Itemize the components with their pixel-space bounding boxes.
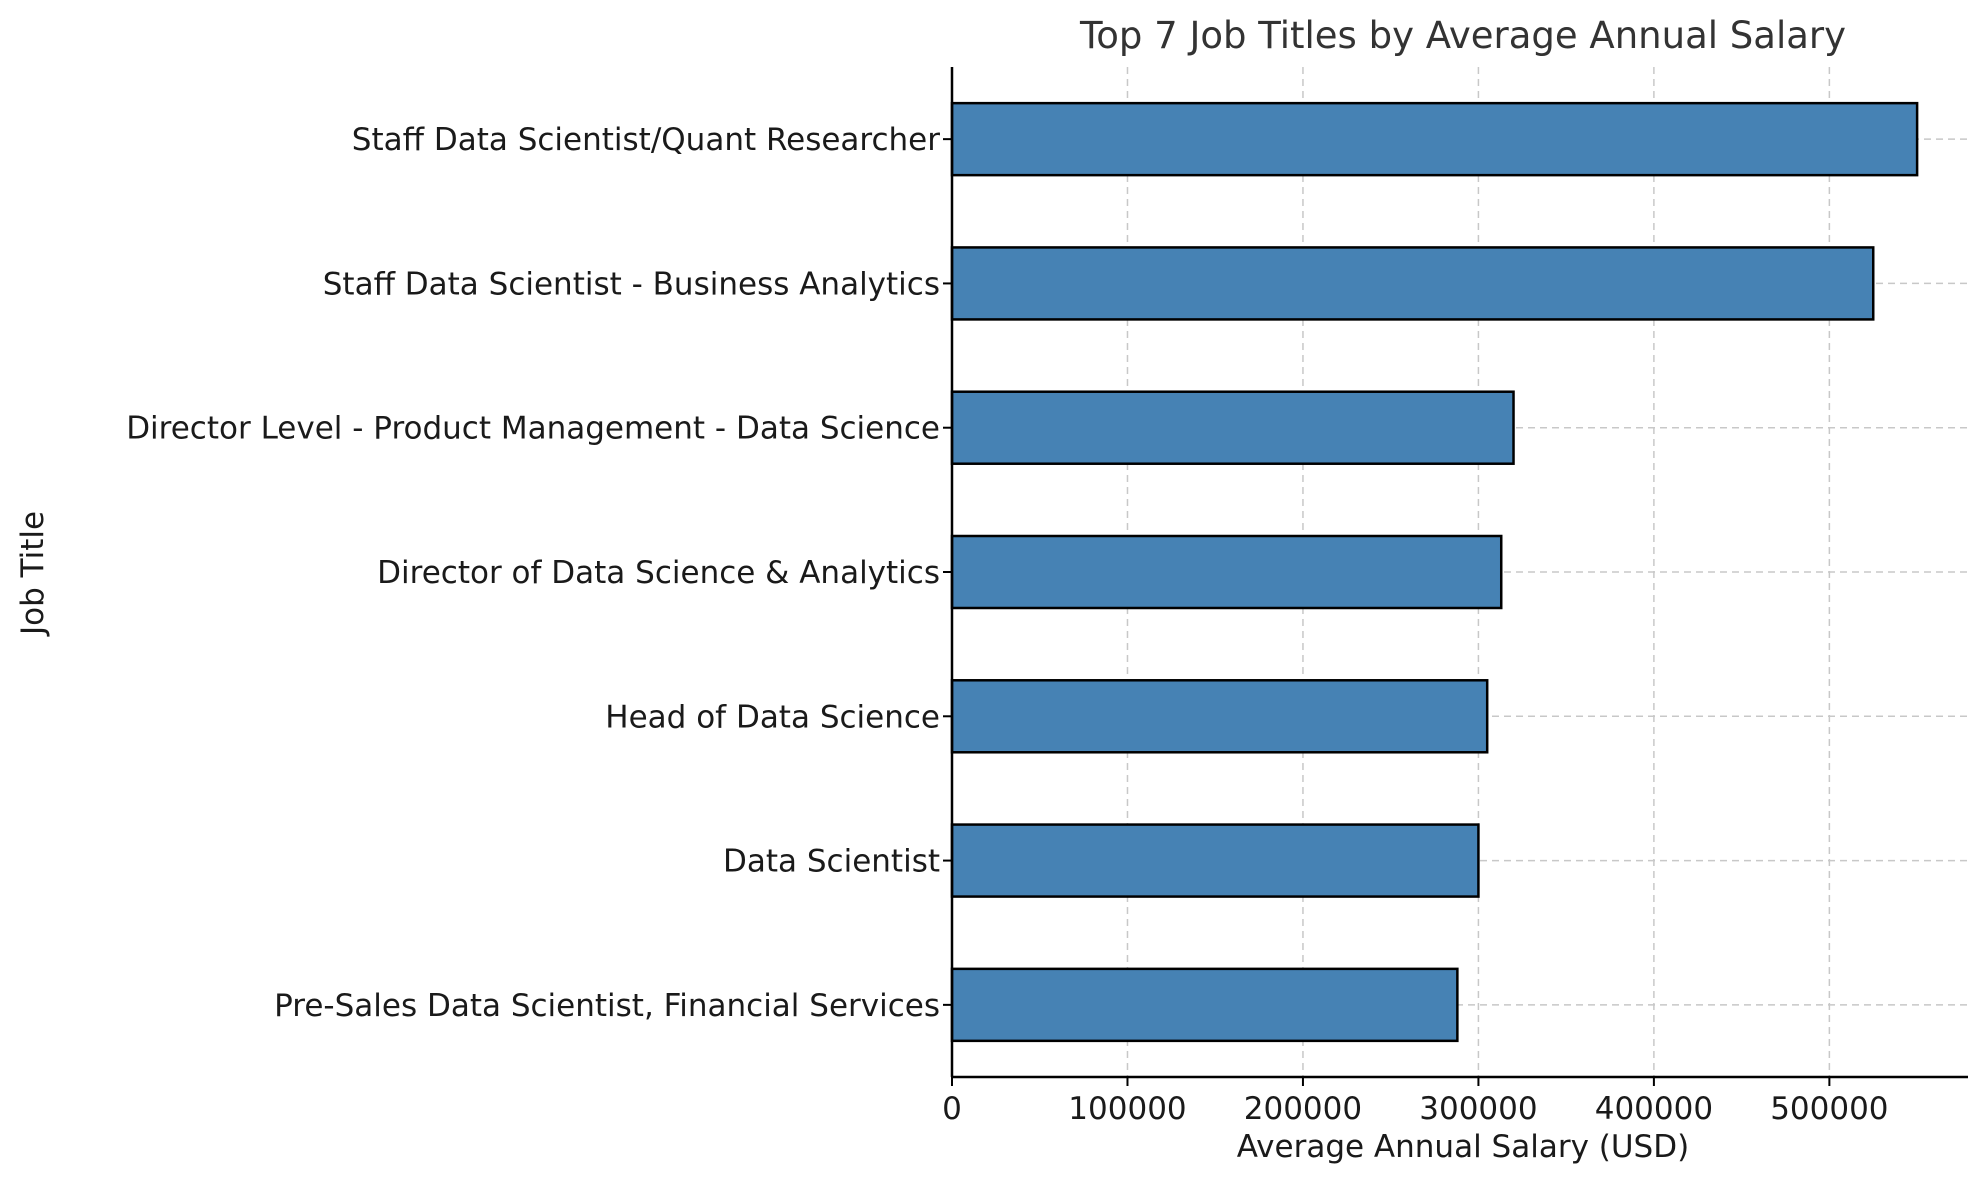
- bar: [950, 390, 1515, 465]
- category-label: Director of Data Science & Analytics: [377, 555, 940, 591]
- category-label: Staff Data Scientist - Business Analytic…: [323, 266, 940, 302]
- category-label: Head of Data Science: [605, 699, 940, 735]
- x-tick-label: 200000: [1244, 1091, 1362, 1127]
- x-tick-label: 300000: [1419, 1091, 1537, 1127]
- category-label: Director Level - Product Management - Da…: [126, 411, 940, 447]
- label-layer: 0 100000 200000 300000 400000 500000 Staff Dat…: [126, 122, 1888, 1127]
- category-label: Pre-Sales Data Scientist, Financial Serv…: [274, 988, 940, 1024]
- bar: [950, 967, 1459, 1043]
- x-tick-label: 100000: [1068, 1091, 1186, 1127]
- x-tick-label: 500000: [1770, 1091, 1888, 1127]
- y-axis-label: Job Title: [15, 511, 51, 637]
- category-label: Data Scientist: [723, 844, 940, 880]
- bar: [950, 246, 1875, 321]
- bar: [950, 101, 1919, 177]
- bar: [950, 679, 1489, 754]
- axis-layer: [943, 67, 1968, 1086]
- category-label: Staff Data Scientist/Quant Researcher: [352, 122, 940, 158]
- x-tick-label: 400000: [1595, 1091, 1713, 1127]
- x-tick-label: 0: [942, 1091, 962, 1127]
- bar-layer: [950, 101, 1919, 1043]
- chart-title: Top 7 Job Titles by Average Annual Salar…: [1079, 14, 1846, 57]
- bar: [950, 823, 1480, 898]
- bar: [950, 534, 1503, 610]
- x-axis-label: Average Annual Salary (USD): [1237, 1129, 1689, 1165]
